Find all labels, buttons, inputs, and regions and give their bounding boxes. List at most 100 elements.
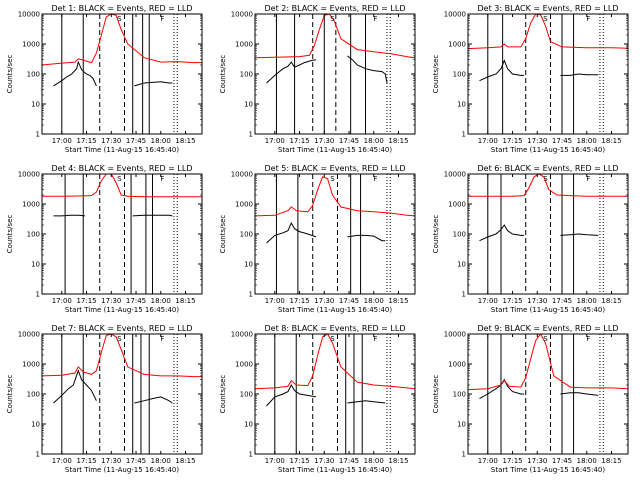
axes-frame: [254, 333, 416, 455]
x-tick-label: 17:45: [339, 297, 359, 305]
y-tick-label: 1000: [235, 201, 253, 209]
y-tick-label: 10000: [231, 171, 253, 179]
axes-frame: [467, 13, 629, 135]
x-tick-label: 18:00: [577, 297, 597, 305]
panel-title: Det 6: BLACK = Events, RED = LLD: [478, 164, 619, 173]
y-tick-label: 1: [462, 451, 466, 459]
x-tick-label: 17:45: [552, 137, 572, 145]
x-tick-label: 17:45: [126, 297, 146, 305]
x-tick-label: 17:15: [502, 137, 522, 145]
x-tick-label: 17:15: [76, 297, 96, 305]
series-events-line: [134, 396, 173, 404]
x-tick-label: 17:45: [552, 457, 572, 465]
chart-panel-8: Det 8: BLACK = Events, RED = LLD S F 17:00 1…: [219, 324, 416, 474]
x-tick-label: 17:15: [76, 457, 96, 465]
series-events-line: [479, 59, 525, 82]
x-axis-label: Start Time (11-Aug-15 16:45:40): [278, 306, 392, 314]
y-tick-label: 1000: [22, 201, 40, 209]
annotation-f: F: [160, 175, 164, 183]
annotation-f: F: [373, 175, 377, 183]
panel-title: Det 1: BLACK = Events, RED = LLD: [52, 4, 193, 13]
series-events-line: [347, 55, 388, 84]
y-tick-label: 100: [453, 231, 466, 239]
annotation-s: S: [330, 335, 335, 343]
plot-area: [255, 334, 415, 454]
y-tick-label: 100: [27, 71, 40, 79]
x-axis-label: Start Time (11-Aug-15 16:45:40): [491, 146, 605, 154]
y-tick-label: 10000: [231, 11, 253, 19]
annotation-s: S: [543, 175, 548, 183]
x-tick-label: 17:00: [265, 297, 285, 305]
y-tick-label: 1000: [22, 361, 40, 369]
y-tick-label: 1: [36, 131, 40, 139]
y-tick-label: 1000: [448, 41, 466, 49]
x-tick-label: 18:00: [364, 297, 384, 305]
series-lld-line: [42, 174, 202, 198]
series-events-line: [266, 383, 317, 407]
panel-title: Det 5: BLACK = Events, RED = LLD: [265, 164, 406, 173]
x-tick-label: 17:30: [527, 137, 547, 145]
chart-panel-5: Det 5: BLACK = Events, RED = LLD S F 17:00 1…: [219, 164, 416, 314]
x-tick-label: 17:30: [314, 137, 334, 145]
x-tick-label: 17:00: [265, 457, 285, 465]
y-tick-label: 10: [244, 101, 253, 109]
annotation-s: S: [117, 175, 122, 183]
y-tick-label: 100: [27, 391, 40, 399]
series-events-line: [53, 214, 85, 217]
panel-title: Det 3: BLACK = Events, RED = LLD: [478, 4, 619, 13]
y-tick-label: 10: [31, 101, 40, 109]
x-tick-label: 17:15: [76, 137, 96, 145]
x-tick-label: 17:30: [101, 137, 121, 145]
x-tick-label: 17:30: [101, 457, 121, 465]
series-events-line: [266, 59, 317, 84]
annotation-f: F: [373, 335, 377, 343]
y-axis-label: Counts/sec: [432, 215, 440, 254]
chart-panel-7: Det 7: BLACK = Events, RED = LLD S F 17:00 1…: [6, 324, 203, 474]
y-tick-label: 10: [457, 261, 466, 269]
chart-panel-6: Det 6: BLACK = Events, RED = LLD S F 17:00 1…: [432, 164, 629, 314]
series-events-line: [347, 400, 386, 404]
x-tick-label: 17:15: [289, 137, 309, 145]
x-tick-label: 17:00: [52, 137, 72, 145]
x-tick-label: 18:15: [601, 297, 621, 305]
y-tick-label: 100: [240, 231, 253, 239]
plot-area: [42, 174, 202, 294]
plot-area: [468, 14, 628, 134]
y-tick-label: 10000: [231, 331, 253, 339]
x-tick-label: 17:15: [289, 457, 309, 465]
series-events-line: [479, 378, 525, 400]
annotation-s: S: [117, 15, 122, 23]
series-events-line: [347, 234, 386, 242]
series-lld-line: [468, 14, 628, 50]
series-lld-line: [468, 174, 628, 197]
x-tick-label: 17:45: [552, 297, 572, 305]
x-tick-label: 17:30: [527, 457, 547, 465]
y-tick-label: 10: [244, 261, 253, 269]
y-tick-label: 10: [31, 261, 40, 269]
x-tick-label: 18:15: [388, 137, 408, 145]
plot-area: [42, 14, 202, 134]
chart-panel-3: Det 3: BLACK = Events, RED = LLD S F 17:00 1…: [432, 4, 629, 154]
x-tick-label: 17:00: [478, 297, 498, 305]
series-events-line: [560, 392, 599, 396]
x-axis-label: Start Time (11-Aug-15 16:45:40): [491, 466, 605, 474]
x-tick-label: 17:00: [52, 297, 72, 305]
axes-frame: [467, 173, 629, 295]
x-tick-label: 18:15: [601, 457, 621, 465]
series-lld-line: [42, 14, 202, 66]
x-tick-label: 17:00: [478, 137, 498, 145]
series-lld-line: [255, 334, 415, 390]
y-axis-label: Counts/sec: [6, 375, 14, 414]
y-axis-label: Counts/sec: [219, 375, 227, 414]
y-tick-label: 10000: [18, 331, 40, 339]
panel-title: Det 2: BLACK = Events, RED = LLD: [265, 4, 406, 13]
x-tick-label: 17:30: [101, 297, 121, 305]
y-tick-label: 1000: [22, 41, 40, 49]
series-events-line: [53, 60, 97, 87]
x-tick-label: 18:00: [577, 457, 597, 465]
series-lld-line: [468, 334, 628, 391]
y-tick-label: 10000: [18, 171, 40, 179]
x-tick-label: 18:15: [175, 297, 195, 305]
plot-area: [255, 174, 415, 294]
